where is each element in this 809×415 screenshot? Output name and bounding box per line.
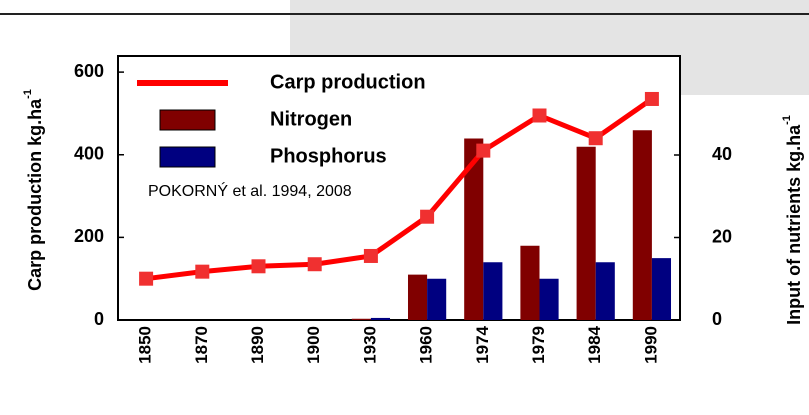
legend-label: Nitrogen xyxy=(270,108,352,130)
y2-tick-label: 20 xyxy=(712,226,732,246)
y-tick-label: 400 xyxy=(74,143,104,163)
x-tick-label: 1990 xyxy=(641,326,660,364)
bar xyxy=(371,318,390,320)
y2-tick-label: 0 xyxy=(712,309,722,329)
legend-swatch xyxy=(160,110,215,130)
bar xyxy=(483,262,502,320)
y2-axis-title-text: Input of nutrients kg.ha xyxy=(784,124,804,325)
y-axis-title: Carp production kg.ha-1 xyxy=(22,89,45,291)
y-axis-title-sup: -1 xyxy=(22,89,34,99)
marker xyxy=(364,249,378,263)
y2-axis-title-sup: -1 xyxy=(781,115,793,125)
y-axis-title-text: Carp production kg.ha xyxy=(25,98,45,291)
legend-swatch xyxy=(160,147,215,167)
bar xyxy=(633,130,652,320)
y-tick-label: 200 xyxy=(74,226,104,246)
marker xyxy=(645,92,659,106)
marker xyxy=(420,210,434,224)
bar xyxy=(408,275,427,320)
bar xyxy=(596,262,615,320)
marker xyxy=(252,259,266,273)
x-tick-label: 1979 xyxy=(529,326,548,364)
marker xyxy=(195,265,209,279)
bar xyxy=(577,147,596,320)
bar xyxy=(520,246,539,320)
x-tick-label: 1890 xyxy=(248,326,267,364)
y-tick-label: 600 xyxy=(74,61,104,81)
source-note: POKORNÝ et al. 1994, 2008 xyxy=(148,181,352,200)
marker xyxy=(589,131,603,145)
x-tick-label: 1984 xyxy=(585,325,604,363)
x-tick-label: 1850 xyxy=(136,326,155,364)
bar xyxy=(652,258,671,320)
bar xyxy=(427,279,446,320)
x-tick-label: 1930 xyxy=(360,326,379,364)
y2-axis-title: Input of nutrients kg.ha-1 xyxy=(781,115,804,325)
x-tick-label: 1960 xyxy=(417,326,436,364)
marker xyxy=(533,108,547,122)
x-tick-label: 1974 xyxy=(473,325,492,363)
marker xyxy=(308,257,322,271)
bar xyxy=(540,279,559,320)
legend-label: Carp production xyxy=(270,71,426,93)
y2-tick-label: 40 xyxy=(712,144,732,164)
x-tick-label: 1870 xyxy=(192,326,211,364)
bar xyxy=(352,319,371,320)
chart: Carp production kg.ha-1 Input of nutrien… xyxy=(0,0,809,410)
legend-label: Phosphorus xyxy=(270,145,387,167)
marker xyxy=(476,144,490,158)
marker xyxy=(139,272,153,286)
bar xyxy=(464,139,483,321)
x-tick-label: 1900 xyxy=(304,326,323,364)
y-tick-label: 0 xyxy=(94,309,104,329)
